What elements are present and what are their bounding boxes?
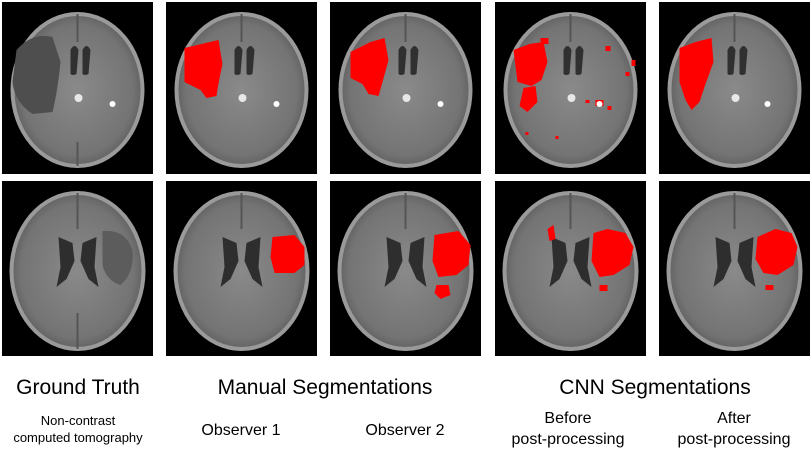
subheader-observer-2: Observer 2 bbox=[365, 422, 445, 439]
subheader-nonctct-line2: computed tomography bbox=[13, 430, 143, 445]
ct-row1-observer2 bbox=[330, 2, 481, 174]
segmentation-overlay bbox=[350, 38, 389, 96]
ct-image bbox=[174, 12, 309, 168]
subheader-before-line2: post-processing bbox=[511, 431, 625, 448]
ct-row2-cnn-after bbox=[659, 181, 810, 356]
subheader-nonctct-line1: Non-contrast bbox=[40, 413, 116, 428]
ct-row1-cnn-before bbox=[495, 2, 646, 174]
segmentation-overlay bbox=[679, 38, 714, 110]
ct-row2-observer1 bbox=[166, 181, 317, 356]
ct-row1-cnn-after bbox=[659, 2, 810, 174]
ct-image bbox=[338, 12, 473, 168]
ct-row2-observer2 bbox=[330, 181, 481, 356]
segmentation-overlay bbox=[184, 40, 223, 98]
header-cnn-segmentations: CNN Segmentations bbox=[559, 376, 751, 399]
segmentation-overlay bbox=[547, 225, 634, 291]
ct-row1-ground-truth bbox=[2, 2, 153, 174]
ct-image bbox=[337, 191, 474, 351]
subheader-observer-1: Observer 1 bbox=[201, 422, 281, 439]
ct-row2-cnn-before bbox=[495, 181, 646, 356]
ct-row2-ground-truth bbox=[2, 181, 153, 356]
header-manual-segmentations: Manual Segmentations bbox=[217, 376, 433, 399]
ct-image bbox=[173, 191, 310, 351]
subheader-after-line1: After bbox=[717, 410, 751, 427]
ct-image bbox=[10, 12, 145, 168]
ct-row1-observer1 bbox=[166, 2, 317, 174]
subheader-before-line1: Before bbox=[544, 410, 592, 427]
ct-image bbox=[667, 12, 802, 168]
header-ground-truth: Ground Truth bbox=[16, 376, 140, 399]
subheader-after-line2: post-processing bbox=[677, 431, 791, 448]
ct-image bbox=[502, 191, 639, 351]
ct-image bbox=[666, 191, 803, 351]
segmentation-overlay bbox=[755, 229, 798, 290]
segmentation-overlay bbox=[432, 231, 471, 299]
segmentation-overlay bbox=[270, 235, 305, 273]
ct-image bbox=[503, 12, 638, 168]
ct-image bbox=[9, 191, 146, 351]
